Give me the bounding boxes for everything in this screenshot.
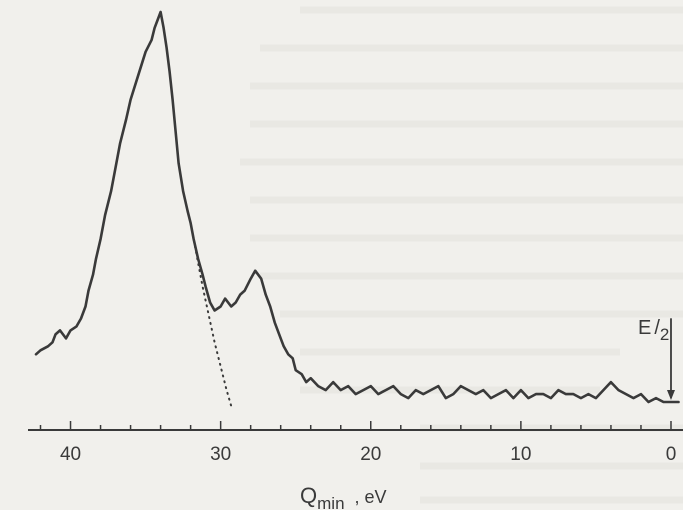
x-axis-label: Qmin , eV xyxy=(300,483,387,510)
half-energy-label-slash: / xyxy=(654,317,660,339)
half-energy-arrow-head xyxy=(666,390,675,401)
x-tick-label-40: 40 xyxy=(60,444,81,465)
extrapolated-peak-tail-dotted xyxy=(189,221,233,407)
x-ticks xyxy=(39,421,672,430)
curves-layer xyxy=(34,10,680,407)
x-tick-labels: 40 30 20 10 0 xyxy=(60,444,676,465)
half-energy-annotation: E/2 xyxy=(638,317,675,401)
x-axis-label-unit: , eV xyxy=(355,487,387,507)
x-axis-label-subscript: min xyxy=(317,494,344,510)
loss-spectrum-line xyxy=(34,10,680,404)
half-energy-label-2: 2 xyxy=(660,325,669,344)
x-tick-label-30: 30 xyxy=(210,444,231,465)
x-tick-label-0: 0 xyxy=(666,444,677,465)
x-axis-label-main: Q xyxy=(300,483,317,508)
x-tick-label-10: 10 xyxy=(510,444,531,465)
half-energy-label-E: E xyxy=(638,317,651,339)
half-energy-label: E/2 xyxy=(638,317,669,344)
x-tick-label-20: 20 xyxy=(360,444,381,465)
